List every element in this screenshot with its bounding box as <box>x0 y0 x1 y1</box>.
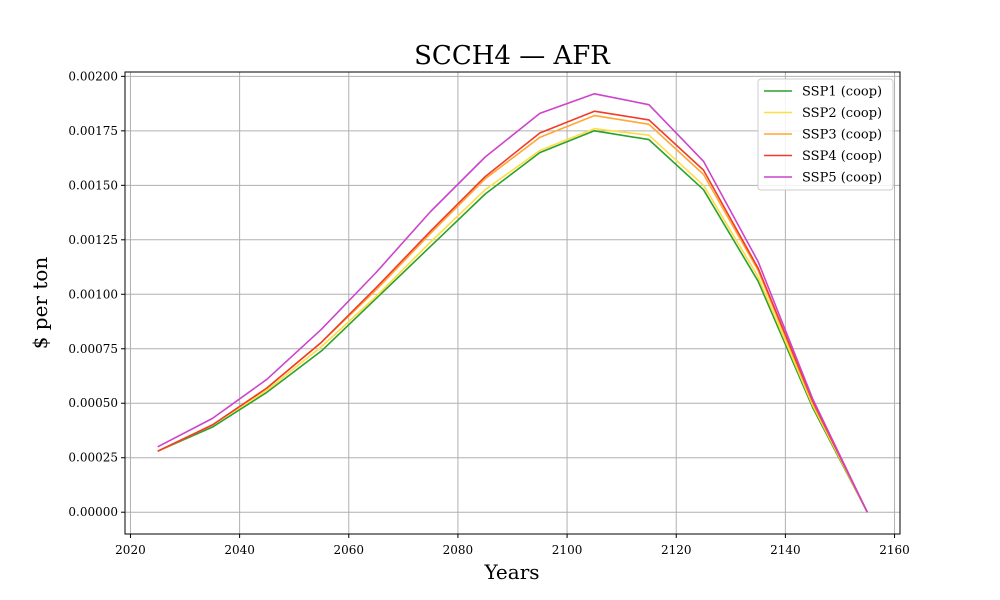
series-line <box>157 127 869 513</box>
x-axis-title: Years <box>483 560 539 584</box>
y-tick-label: 0.00050 <box>68 396 118 410</box>
series-line <box>157 93 869 513</box>
legend-label: SSP1 (coop) <box>802 85 882 100</box>
legend: SSP1 (coop) SSP2 (coop) SSP3 (coop) SSP4 (c… <box>757 78 894 191</box>
x-tick-label: 2060 <box>333 543 364 557</box>
x-tick-label: 2020 <box>115 543 146 557</box>
y-tick-label: 0.00200 <box>68 69 118 83</box>
plot-area <box>124 71 901 535</box>
x-tick-label: 2140 <box>770 543 801 557</box>
x-tick-label: 2100 <box>552 543 583 557</box>
legend-label: SSP3 (coop) <box>802 128 882 143</box>
y-tick-label: 0.00025 <box>68 451 118 465</box>
x-tick-label: 2120 <box>661 543 692 557</box>
x-axis: 2020 2040 2060 2080 2100 2120 2140 2160 <box>115 534 910 557</box>
legend-label: SSP2 (coop) <box>802 106 882 121</box>
y-axis-title: $ per ton <box>28 257 52 350</box>
series-lines <box>157 93 869 513</box>
y-tick-label: 0.00150 <box>68 178 118 192</box>
y-tick-label: 0.00125 <box>68 233 118 247</box>
legend-label: SSP4 (coop) <box>802 149 882 164</box>
x-tick-label: 2160 <box>879 543 910 557</box>
series-line <box>157 130 869 513</box>
legend-frame <box>757 78 894 191</box>
x-tick-label: 2040 <box>224 543 255 557</box>
y-tick-label: 0.00075 <box>68 342 118 356</box>
y-tick-label: 0.00175 <box>68 124 118 138</box>
y-tick-label: 0.00100 <box>68 287 118 301</box>
chart-title: SCCH4 — AFR <box>414 41 611 71</box>
y-tick-label: 0.00000 <box>68 505 118 519</box>
x-tick-label: 2080 <box>443 543 474 557</box>
legend-label: SSP5 (coop) <box>802 171 882 186</box>
y-axis: 0.00000 0.00025 0.00050 0.00075 0.00100 0.001… <box>68 69 125 519</box>
series-line <box>157 110 869 513</box>
